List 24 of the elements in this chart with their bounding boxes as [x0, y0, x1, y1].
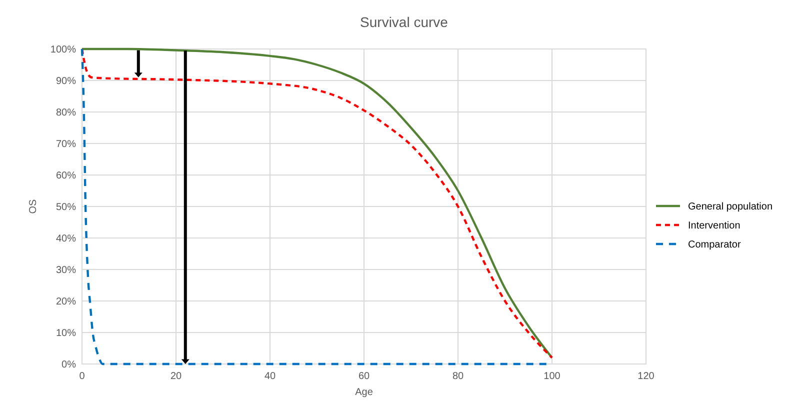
y-tick-label: 90% [56, 76, 76, 87]
y-tick-label: 100% [50, 44, 76, 56]
y-tick-label: 30% [56, 265, 76, 276]
y-tick-label: 0% [62, 360, 76, 370]
x-tick-label: 100 [544, 371, 561, 382]
legend-label: General population [688, 202, 773, 212]
y-tick-label: 80% [56, 108, 76, 118]
x-tick-label: 120 [638, 371, 655, 382]
y-axis-title: OS [28, 198, 39, 214]
y-tick-label: 50% [56, 202, 76, 213]
x-tick-label: 20 [170, 371, 182, 382]
y-tick-label: 10% [56, 328, 76, 339]
legend-label: Intervention [688, 220, 740, 232]
y-tick-label: 20% [56, 296, 76, 308]
y-tick-label: 60% [56, 170, 76, 182]
x-tick-label: 60 [358, 371, 370, 382]
x-tick-label: 80 [452, 371, 464, 382]
chart-title: Survival curve [360, 14, 448, 30]
x-axis-title: Age [355, 387, 374, 398]
legend-label: Comparator [688, 240, 742, 250]
y-tick-label: 70% [56, 139, 76, 150]
x-tick-label: 0 [79, 371, 86, 382]
x-tick-label: 40 [264, 371, 276, 382]
y-tick-label: 40% [56, 234, 76, 244]
